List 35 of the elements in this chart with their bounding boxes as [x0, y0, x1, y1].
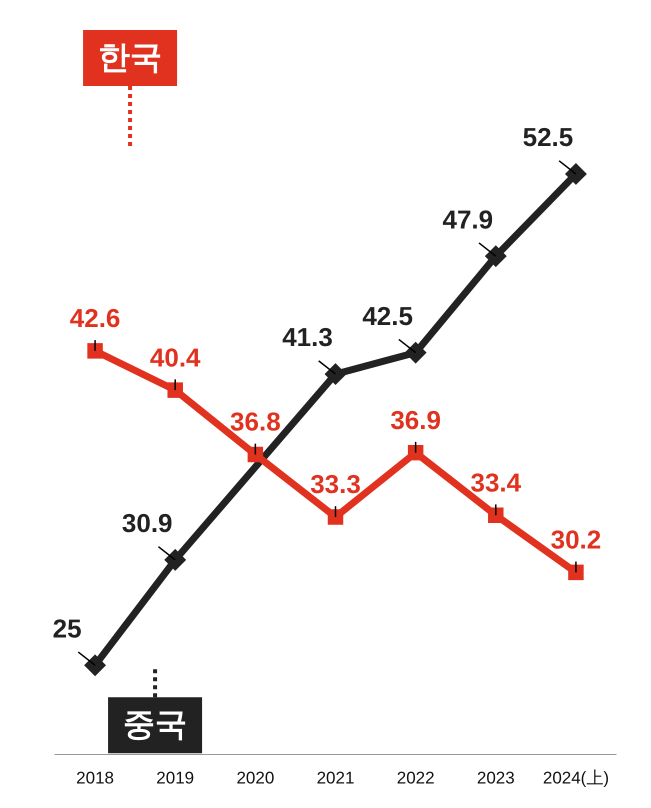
point [328, 509, 344, 525]
data-label: 33.3 [310, 469, 361, 500]
x-tick-label: 2024(上) [542, 768, 609, 788]
x-tick-label: 2022 [396, 768, 435, 788]
data-label: 42.5 [362, 300, 413, 331]
x-tick-label: 2020 [236, 768, 274, 788]
point [166, 550, 185, 570]
point [568, 564, 584, 580]
x-tick-label: 2018 [76, 768, 114, 788]
point [566, 164, 586, 184]
point [248, 446, 264, 462]
point [488, 507, 504, 523]
data-label: 25 [52, 613, 82, 644]
x-tick-label: 2021 [316, 768, 354, 788]
data-label: 47.9 [442, 204, 494, 234]
point [86, 656, 105, 675]
data-label: 30.2 [550, 524, 602, 555]
text: 한국 [98, 38, 162, 75]
point [406, 343, 426, 362]
data-label: 36.8 [230, 406, 281, 437]
point [408, 444, 424, 460]
data-label: 42.6 [70, 303, 120, 334]
data-label: 30.9 [122, 508, 173, 538]
data-label: 40.4 [150, 342, 202, 372]
data-label: 41.3 [282, 322, 333, 352]
x-tick-label: 2019 [156, 768, 194, 788]
point [326, 364, 345, 384]
point [486, 246, 506, 266]
point [87, 343, 103, 359]
data-label: 36.9 [390, 404, 441, 435]
data-label: 33.4 [470, 467, 522, 498]
data-label: 52.5 [522, 122, 574, 152]
legend-label: 중국 [123, 706, 188, 742]
x-tick-label: 2023 [476, 768, 515, 788]
point [167, 382, 183, 398]
